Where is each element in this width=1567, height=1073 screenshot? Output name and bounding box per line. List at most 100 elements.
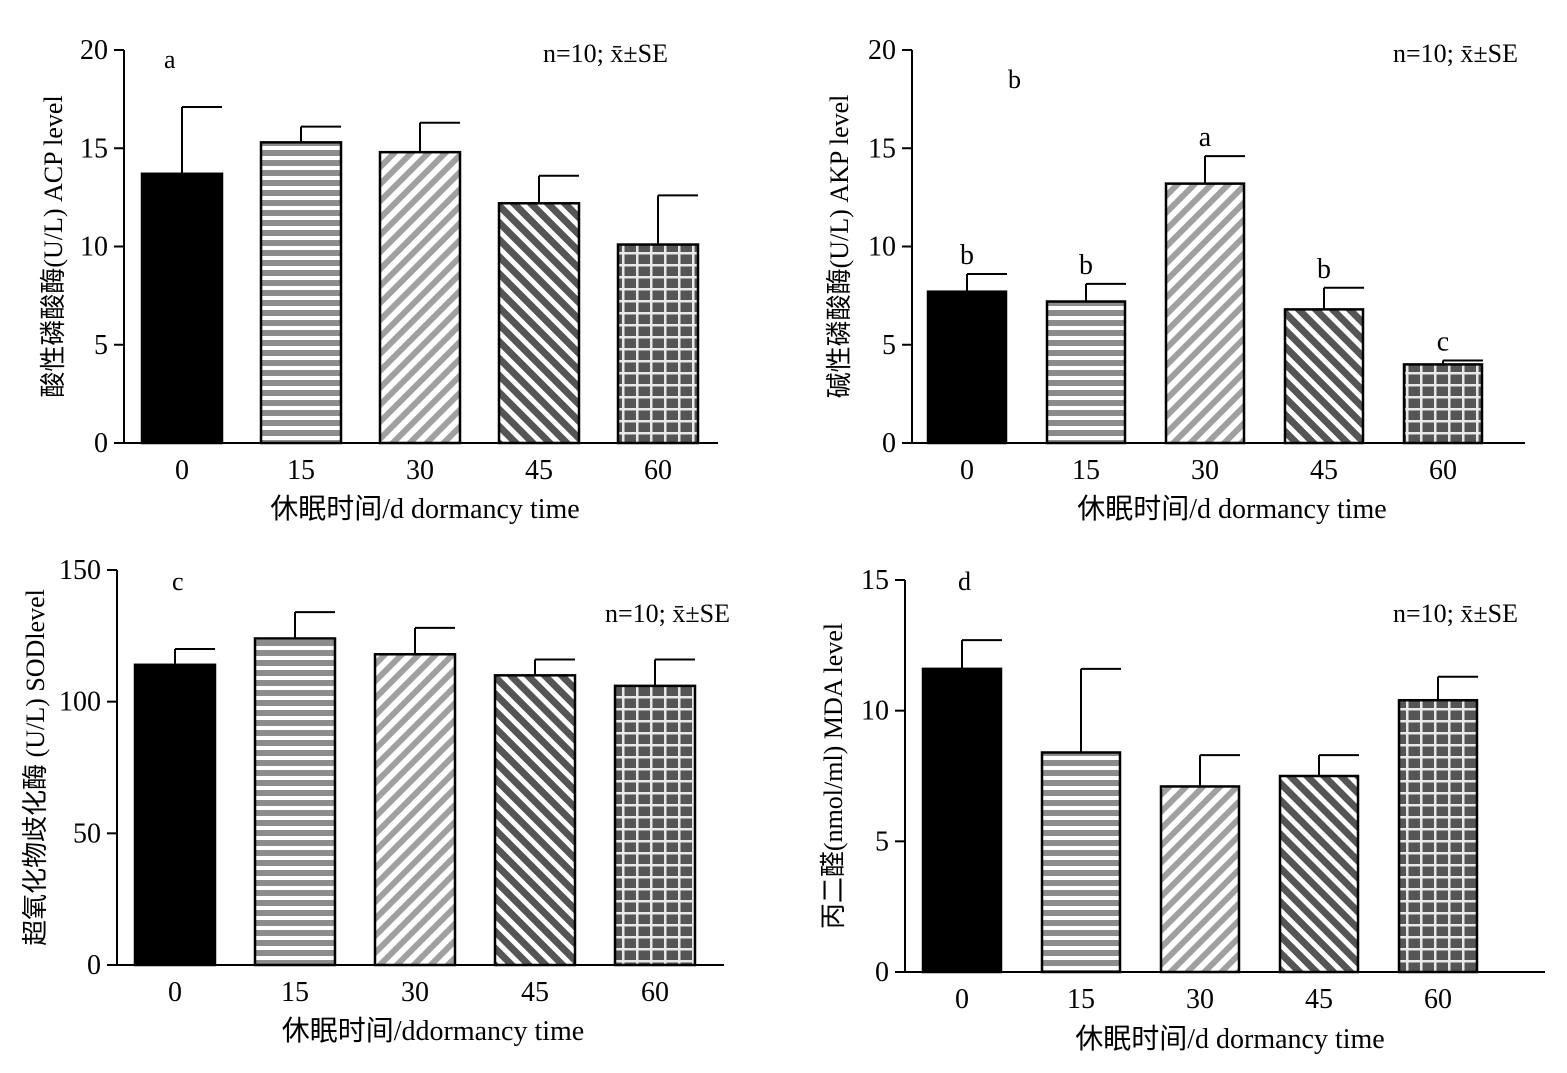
y-tick-label: 5: [94, 330, 108, 361]
panel-a-annotation: n=10; x̄±SE: [543, 39, 668, 68]
x-tick-label: 30: [1191, 455, 1219, 486]
bar: [921, 667, 1003, 974]
error-bar: [1085, 282, 1126, 302]
y-tick-label: 10: [868, 232, 896, 263]
panel-d-x-ticks: 0 15 30 45 60: [955, 984, 1452, 1015]
x-tick-label: 30: [1186, 984, 1214, 1015]
bar: [493, 674, 577, 967]
panel-a-y-ticks: 0 5 10 15 20: [80, 35, 124, 459]
error-bar: [414, 626, 455, 655]
panel-a-y-axis-label: 酸性磷酸酶(U/L) ACP level: [39, 95, 68, 397]
panel-d-y-axis-label: 丙二醛(nmol/ml) MDA level: [819, 623, 848, 929]
error-bar: [1437, 675, 1478, 701]
y-tick-label: 15: [80, 133, 108, 164]
bar: [1278, 774, 1360, 974]
x-tick-label: 0: [175, 455, 189, 486]
error-bar: [1318, 754, 1359, 776]
panel-c-annotation: n=10; x̄±SE: [605, 599, 730, 628]
panel-b-x-ticks: 0 15 30 45 60: [960, 455, 1457, 486]
x-tick-label: 45: [1310, 455, 1338, 486]
bar: [133, 663, 217, 967]
y-tick-label: 10: [861, 696, 889, 727]
y-tick-label: 15: [868, 133, 896, 164]
y-tick-label: 0: [87, 950, 101, 981]
y-tick-label: 150: [59, 555, 101, 586]
error-bar: [181, 105, 222, 174]
y-tick-label: 100: [59, 687, 101, 718]
y-tick-label: 20: [868, 35, 896, 66]
panel-c-y-ticks: 0 50 100 150: [59, 555, 117, 981]
x-tick-label: 30: [401, 977, 429, 1008]
panel-b-significance-letters: b b a b c: [960, 122, 1449, 357]
panel-a-bars: [140, 141, 700, 445]
significance-letter: c: [1437, 326, 1449, 357]
error-bar: [300, 125, 341, 143]
panel-c: 0 50 100 150 0 15 30 45 60 c n=10; x̄±SE 超氧化物歧化…: [21, 555, 730, 1047]
panel-c-bars: [133, 637, 697, 967]
panel-c-x-axis-label: 休眠时间/ddormancy time: [282, 1015, 585, 1047]
error-bar: [534, 658, 575, 676]
panel-b: 0 5 10 15 20 0 15 30 45 60 b b a b c b n=10; x̄±SE 碱…: [825, 35, 1525, 525]
panel-b-y-ticks: 0 5 10 15 20: [868, 35, 912, 459]
y-tick-label: 50: [73, 818, 101, 849]
x-tick-label: 45: [1305, 984, 1333, 1015]
x-tick-label: 60: [1424, 984, 1452, 1015]
bar: [613, 684, 697, 967]
panel-c-x-ticks: 0 15 30 45 60: [168, 977, 669, 1008]
bar: [1283, 308, 1365, 445]
x-tick-label: 15: [281, 977, 309, 1008]
y-tick-label: 0: [875, 957, 889, 988]
significance-letter: a: [1199, 122, 1212, 153]
significance-letter: b: [1079, 250, 1093, 281]
panel-b-bars: [926, 182, 1484, 445]
error-bar: [538, 174, 579, 204]
panel-b-label: b: [1008, 65, 1021, 94]
x-tick-label: 60: [641, 977, 669, 1008]
panel-a-error-bars: [181, 105, 698, 245]
error-bar: [966, 273, 1007, 292]
panel-d-annotation: n=10; x̄±SE: [1393, 599, 1518, 628]
bar: [140, 172, 224, 445]
significance-letter: b: [960, 240, 974, 271]
significance-letter: b: [1317, 254, 1331, 285]
panel-a: 0 5 10 15 20 0 15 30 45 60 a n=10; x̄±SE 酸性磷酸酶(U…: [39, 35, 718, 525]
panel-c-y-axis-label: 超氧化物歧化酶 (U/L) SODlevel: [21, 589, 50, 946]
bar: [1164, 182, 1246, 445]
error-bar: [419, 121, 460, 153]
x-tick-label: 60: [1429, 455, 1457, 486]
error-bar: [961, 639, 1002, 669]
bar: [1040, 751, 1122, 974]
x-tick-label: 15: [1072, 455, 1100, 486]
panel-a-label: a: [164, 45, 176, 74]
panel-a-x-axis-label: 休眠时间/d dormancy time: [270, 493, 580, 525]
panel-a-x-ticks: 0 15 30 45 60: [175, 455, 672, 486]
panel-c-label: c: [172, 567, 184, 596]
x-tick-label: 0: [960, 455, 974, 486]
y-tick-label: 10: [80, 232, 108, 263]
panel-d-error-bars: [961, 639, 1478, 787]
y-tick-label: 5: [882, 330, 896, 361]
error-bar: [1204, 155, 1245, 184]
bar: [616, 243, 700, 445]
x-tick-label: 15: [1067, 984, 1095, 1015]
x-tick-label: 45: [525, 455, 553, 486]
y-tick-label: 20: [80, 35, 108, 66]
bar: [497, 202, 581, 445]
x-tick-label: 60: [644, 455, 672, 486]
bar: [1402, 363, 1484, 445]
error-bar: [1080, 667, 1121, 753]
bar: [378, 150, 462, 445]
panel-d-x-axis-label: 休眠时间/d dormancy time: [1075, 1023, 1385, 1055]
y-tick-label: 5: [875, 826, 889, 857]
bar: [926, 290, 1008, 445]
error-bar: [1199, 754, 1240, 787]
bar: [1159, 785, 1241, 974]
x-tick-label: 45: [521, 977, 549, 1008]
panel-b-error-bars: [966, 155, 1483, 365]
panel-d-bars: [921, 667, 1479, 974]
error-bar: [1442, 359, 1483, 365]
y-tick-label: 0: [882, 428, 896, 459]
bar: [253, 637, 337, 967]
panel-d-label: d: [958, 567, 971, 596]
